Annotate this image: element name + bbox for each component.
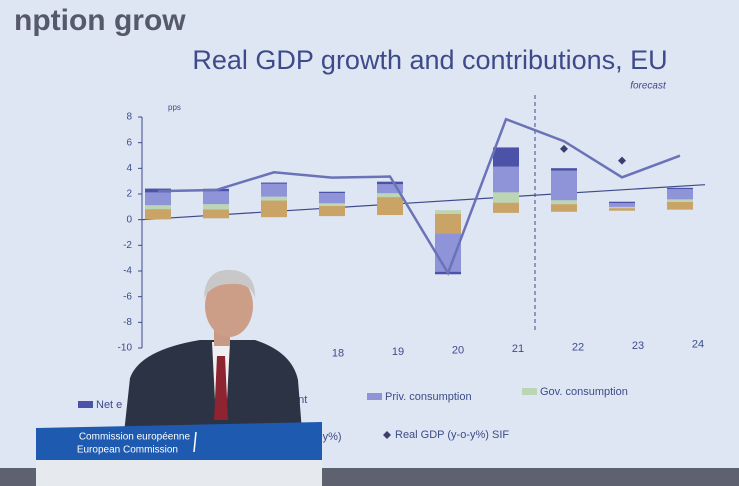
podium-text: European Commission	[77, 445, 178, 456]
bar-segment	[319, 193, 345, 203]
bar-segment	[261, 197, 287, 201]
legend-label: Priv. consumption	[385, 391, 472, 403]
page: nption grow Real GDP growth and contribu…	[0, 0, 739, 486]
bar-segment	[203, 191, 229, 204]
x-tick-label: 22	[572, 341, 584, 353]
header-fragment: nption grow	[14, 4, 186, 37]
bar-segment	[261, 184, 287, 197]
y-tick-label: 4	[126, 163, 132, 174]
y-tick-label: 8	[126, 112, 132, 123]
podium-base	[36, 460, 322, 486]
bar-segment	[261, 201, 287, 218]
bar-segment	[145, 209, 171, 219]
chart-title: Real GDP growth and contributions, EU	[192, 45, 667, 75]
bar-segment	[667, 188, 693, 189]
bar-segment	[435, 233, 461, 271]
bar-segment	[435, 214, 461, 233]
x-tick-label: 19	[392, 346, 404, 358]
bar-segment	[667, 199, 693, 202]
legend-swatch	[367, 393, 382, 400]
x-tick-label: 20	[452, 344, 464, 356]
bar-segment	[435, 210, 461, 214]
y-tick-label: -8	[123, 317, 132, 328]
bar-segment	[551, 168, 577, 171]
bar-segment	[493, 192, 519, 202]
bar-segment	[493, 203, 519, 213]
bar-segment	[319, 206, 345, 216]
legend-swatch	[78, 401, 93, 408]
x-tick-label: 18	[332, 347, 344, 359]
bar-segment	[551, 171, 577, 201]
bar-segment	[377, 197, 403, 215]
bar-segment	[261, 183, 287, 184]
legend-label: Net e	[96, 399, 122, 411]
bar-segment	[319, 203, 345, 206]
bar-segment	[203, 209, 229, 218]
legend-label: Gov. consumption	[540, 386, 628, 398]
bar-segment	[319, 192, 345, 193]
x-tick-label: 21	[512, 343, 524, 355]
bar-segment	[609, 203, 635, 207]
bar-segment	[609, 202, 635, 203]
bar-segment	[145, 192, 171, 205]
legend-swatch	[522, 388, 537, 395]
bar-segment	[551, 200, 577, 204]
bar-segment	[667, 189, 693, 199]
y-tick-label: 2	[126, 189, 132, 200]
bar-segment	[551, 204, 577, 212]
podium: Commission européenne European Commissio…	[36, 422, 322, 486]
y-tick-label: -10	[118, 343, 133, 354]
bar-segment	[609, 207, 635, 208]
forecast-label: forecast	[630, 81, 667, 92]
podium-text: Commission européenne	[79, 432, 191, 443]
y-tick-label: -6	[123, 291, 132, 302]
bar-segment	[667, 202, 693, 210]
bar-segment	[145, 205, 171, 209]
legend-label: Real GDP (y-o-y%) SIF	[395, 429, 509, 441]
y-unit: pps	[168, 103, 181, 112]
bar-segment	[203, 204, 229, 209]
bar-segment	[609, 208, 635, 211]
y-tick-label: 6	[126, 137, 132, 148]
y-tick-label: 0	[126, 214, 132, 225]
bar-segment	[377, 182, 403, 185]
x-tick-label: 24	[692, 338, 704, 350]
bar-segment	[493, 147, 519, 166]
bar-segment	[493, 167, 519, 193]
x-tick-label: 23	[632, 340, 644, 352]
photo: nption grow Real GDP growth and contribu…	[0, 0, 739, 486]
y-tick-label: -2	[123, 240, 132, 251]
y-tick-label: -4	[123, 266, 132, 277]
